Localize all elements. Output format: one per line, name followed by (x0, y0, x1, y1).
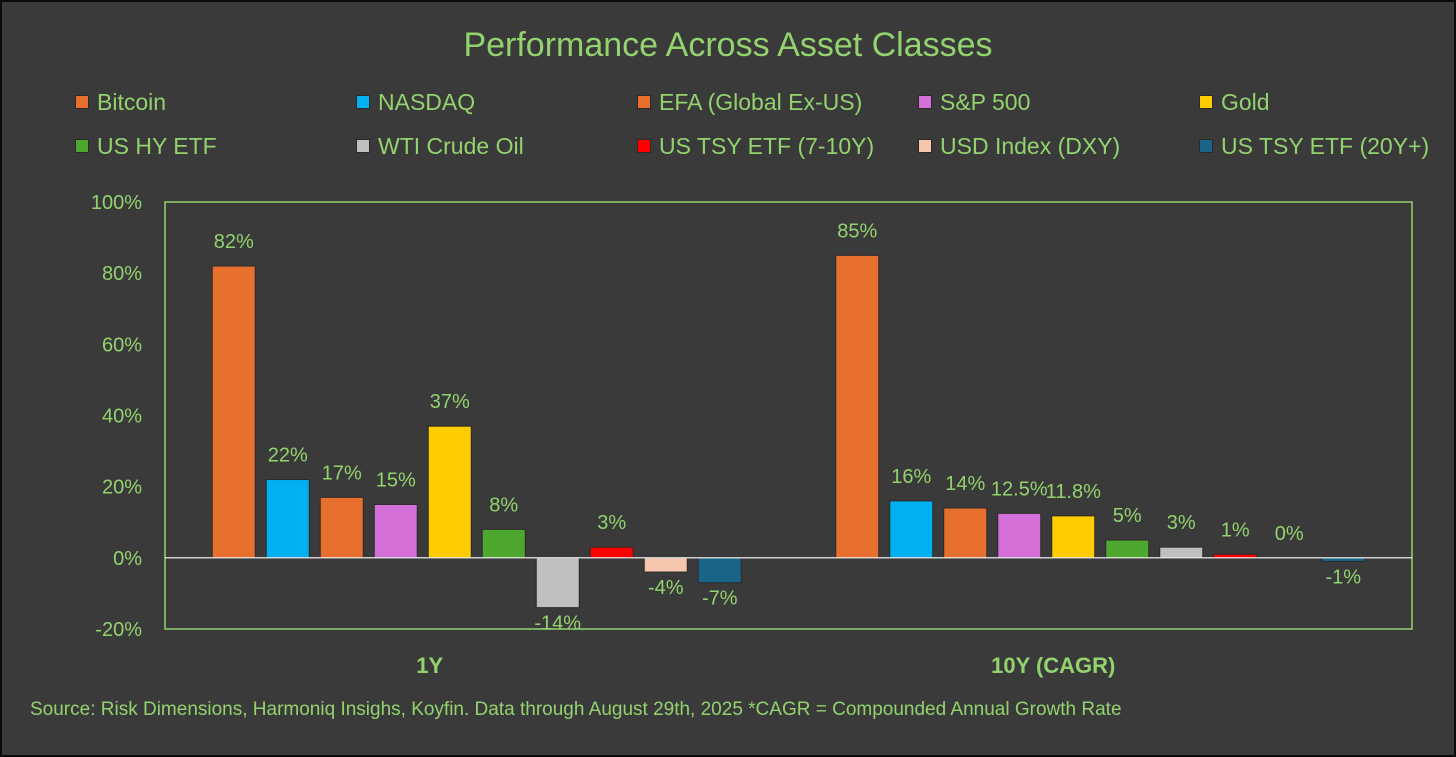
legend-swatch (637, 139, 651, 153)
legend-label: US TSY ETF (7-10Y) (659, 132, 875, 159)
legend-label: Gold (1221, 88, 1270, 115)
bar-us-tsy-etf-20y-1y (697, 557, 742, 584)
legend-swatch (1199, 139, 1213, 153)
data-label-efa-global-ex-us-1y: 17% (322, 462, 362, 484)
legend-item-usd-index-dxy: USD Index (DXY) (918, 132, 1120, 160)
y-tick-label: 40% (102, 406, 142, 428)
category-label-10y-cagr: 10Y (CAGR) (991, 653, 1115, 678)
data-label-wti-crude-oil-1y: -14% (534, 613, 581, 635)
bar-bitcoin-1y (211, 265, 256, 559)
data-label-us-tsy-etf-7-10y-10y-cagr: 1% (1221, 519, 1250, 541)
source-note: Source: Risk Dimensions, Harmoniq Insigh… (30, 699, 1122, 720)
y-tick-label: 0% (113, 548, 142, 570)
legend-label: WTI Crude Oil (378, 132, 524, 159)
bar-efa-global-ex-us-1y (319, 496, 364, 559)
bar-gold-10y-cagr (1051, 515, 1096, 559)
legend-item-us-tsy-etf-7-10y: US TSY ETF (7-10Y) (637, 132, 874, 160)
legend-item-efa-global-ex-us: EFA (Global Ex-US) (637, 88, 862, 116)
data-label-usd-index-dxy-10y-cagr: 0% (1275, 523, 1304, 545)
data-label-us-hy-etf-1y: 8% (489, 494, 518, 516)
data-label-us-tsy-etf-20y-1y: -7% (702, 588, 738, 610)
bar-wti-crude-oil-1y (535, 557, 580, 609)
legend-swatch (1199, 95, 1213, 109)
data-label-usd-index-dxy-1y: -4% (648, 577, 684, 599)
data-label-nasdaq-1y: 22% (268, 445, 308, 467)
legend-item-bitcoin: Bitcoin (75, 88, 166, 116)
bar-us-hy-etf-10y-cagr (1105, 539, 1150, 559)
bar-s-p-500-1y (373, 503, 418, 559)
y-tick-label: 60% (102, 334, 142, 356)
data-label-gold-10y-cagr: 11.8% (1046, 481, 1101, 503)
legend-label: US TSY ETF (20Y+) (1221, 132, 1430, 159)
legend-item-wti-crude-oil: WTI Crude Oil (356, 132, 524, 160)
bar-wti-crude-oil-10y-cagr (1159, 546, 1204, 559)
y-tick-label: 20% (102, 477, 142, 499)
bar-efa-global-ex-us-10y-cagr (943, 507, 988, 559)
y-tick-label: 80% (102, 263, 142, 285)
legend-label: Bitcoin (97, 88, 167, 115)
legend-label: NASDAQ (378, 88, 476, 115)
legend-swatch (918, 95, 932, 109)
category-label-1y: 1Y (416, 653, 443, 678)
data-label-wti-crude-oil-10y-cagr: 3% (1167, 512, 1196, 534)
y-tick-label: 100% (91, 192, 142, 214)
legend-swatch (356, 95, 370, 109)
legend-label: S&P 500 (940, 88, 1031, 115)
data-label-nasdaq-10y-cagr: 16% (891, 466, 931, 488)
y-tick-label: -20% (95, 619, 142, 641)
legend-item-nasdaq: NASDAQ (356, 88, 475, 116)
legend-swatch (75, 95, 89, 109)
legend-item-us-hy-etf: US HY ETF (75, 132, 217, 160)
legend-swatch (356, 139, 370, 153)
bar-nasdaq-1y (265, 479, 310, 559)
data-label-gold-1y: 37% (430, 391, 470, 413)
bar-nasdaq-10y-cagr (889, 500, 934, 559)
legend-item-gold: Gold (1199, 88, 1270, 116)
legend-label: USD Index (DXY) (940, 132, 1121, 159)
legend-swatch (75, 139, 89, 153)
data-label-us-hy-etf-10y-cagr: 5% (1113, 505, 1142, 527)
legend-item-s-p-500: S&P 500 (918, 88, 1030, 116)
data-label-us-tsy-etf-7-10y-1y: 3% (597, 512, 626, 534)
data-label-bitcoin-1y: 82% (214, 231, 254, 253)
bar-gold-1y (427, 425, 472, 559)
bar-s-p-500-10y-cagr (997, 512, 1042, 559)
bar-us-tsy-etf-7-10y-1y (589, 546, 634, 559)
data-label-s-p-500-1y: 15% (376, 469, 416, 491)
bar-usd-index-dxy-1y (643, 557, 688, 573)
data-label-us-tsy-etf-20y-10y-cagr: -1% (1325, 566, 1361, 588)
chart-title: Performance Across Asset Classes (463, 26, 993, 64)
bar-us-hy-etf-1y (481, 528, 526, 559)
legend-swatch (918, 139, 932, 153)
plot-border (164, 201, 1413, 630)
data-label-efa-global-ex-us-10y-cagr: 14% (945, 473, 985, 495)
bar-bitcoin-10y-cagr (835, 254, 880, 559)
legend-label: US HY ETF (97, 132, 217, 159)
data-label-bitcoin-10y-cagr: 85% (837, 220, 877, 242)
legend-label: EFA (Global Ex-US) (659, 88, 863, 115)
legend-swatch (637, 95, 651, 109)
data-label-s-p-500-10y-cagr: 12.5% (991, 478, 1048, 500)
legend-item-us-tsy-etf-20y: US TSY ETF (20Y+) (1199, 132, 1429, 160)
